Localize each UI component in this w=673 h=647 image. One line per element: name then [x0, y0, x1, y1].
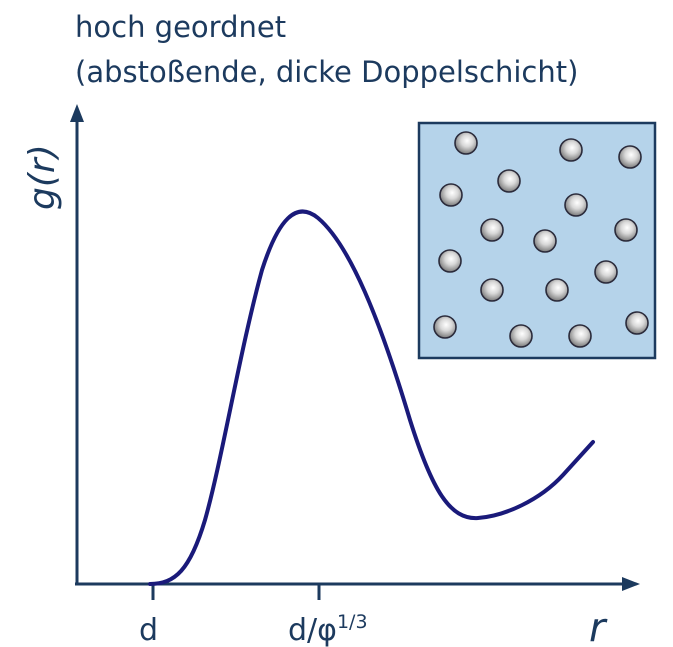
particle-icon: [533, 229, 557, 253]
particle-icon: [439, 183, 463, 207]
particle-icon: [618, 145, 642, 169]
particle-icon: [614, 218, 638, 242]
particle-icon: [545, 278, 569, 302]
y-axis-arrow-icon: [70, 104, 84, 122]
particle-icon: [454, 131, 478, 155]
x-axis-arrow-icon: [622, 577, 640, 591]
tick-label-dphi: d/φ1/3: [288, 611, 368, 647]
particle-icon: [433, 315, 457, 339]
particle-icon: [480, 218, 504, 242]
particle-icon: [625, 311, 649, 335]
particle-icon: [594, 260, 618, 284]
particle-icon: [497, 169, 521, 193]
particle-icon: [568, 324, 592, 348]
particle-icon: [564, 193, 588, 217]
y-axis-label: g(r): [22, 144, 63, 210]
particle-icon: [480, 278, 504, 302]
title-line-2: (abstoßende, dicke Doppelschicht): [75, 55, 579, 89]
tick-label-d: d: [139, 613, 158, 647]
particle-icon: [438, 249, 462, 273]
particle-icon: [509, 324, 533, 348]
particle-inset: [417, 121, 657, 360]
particle-icon: [559, 138, 583, 162]
rdf-curve: [148, 209, 595, 586]
particles-group: [433, 131, 649, 348]
x-axis-label: r: [589, 605, 608, 647]
title-line-1: hoch geordnet: [75, 10, 287, 44]
